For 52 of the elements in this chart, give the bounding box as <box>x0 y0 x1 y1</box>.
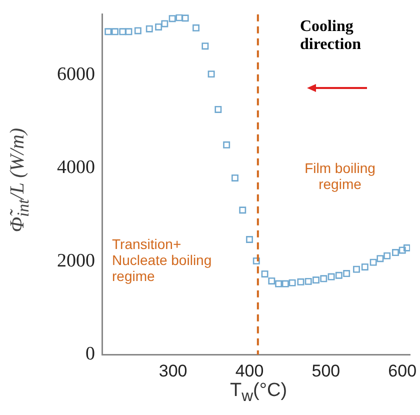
point <box>376 255 384 262</box>
point <box>112 28 118 36</box>
x-tick-label: 400 <box>235 361 264 380</box>
point <box>125 28 132 36</box>
point <box>239 206 246 214</box>
y-tick-label: 0 <box>86 344 95 365</box>
point <box>268 277 276 284</box>
point <box>403 244 410 252</box>
point <box>246 236 253 243</box>
point <box>398 246 406 254</box>
point <box>353 266 360 273</box>
x-tick-label: 500 <box>312 361 340 380</box>
point <box>320 275 328 282</box>
point <box>261 270 268 278</box>
annotation: Cooling direction <box>300 18 362 54</box>
point <box>304 278 312 285</box>
point <box>370 258 377 266</box>
point <box>146 25 153 32</box>
point <box>297 278 304 286</box>
point <box>119 28 126 36</box>
point <box>208 70 215 78</box>
point <box>104 28 112 36</box>
annotation: Film boiling regime <box>304 160 376 192</box>
point <box>384 252 391 260</box>
point <box>232 174 238 182</box>
point <box>343 270 350 277</box>
y-tick-label: 6000 <box>57 64 95 85</box>
x-tick-label: 300 <box>158 361 188 380</box>
y-tick-label: 4000 <box>57 157 95 178</box>
point <box>134 27 142 34</box>
point <box>155 24 162 30</box>
point <box>202 42 209 50</box>
y-tick-label: 2000 <box>57 250 95 272</box>
point <box>361 264 368 270</box>
x-axis-title: T$_{w}$(°C) <box>230 380 288 406</box>
point <box>182 14 189 22</box>
point <box>192 24 200 32</box>
point <box>335 272 342 279</box>
annotation: Transition+ Nucleate boiling regime <box>112 236 213 284</box>
point <box>392 249 399 256</box>
point <box>328 273 335 280</box>
point <box>288 279 296 286</box>
point <box>275 280 282 288</box>
point <box>223 141 230 148</box>
point <box>282 280 289 288</box>
point <box>176 14 183 22</box>
point <box>214 106 222 113</box>
point <box>168 15 176 22</box>
point <box>252 257 260 264</box>
x-tick-label: 600 <box>388 361 417 380</box>
point <box>161 20 168 28</box>
point <box>312 276 320 284</box>
